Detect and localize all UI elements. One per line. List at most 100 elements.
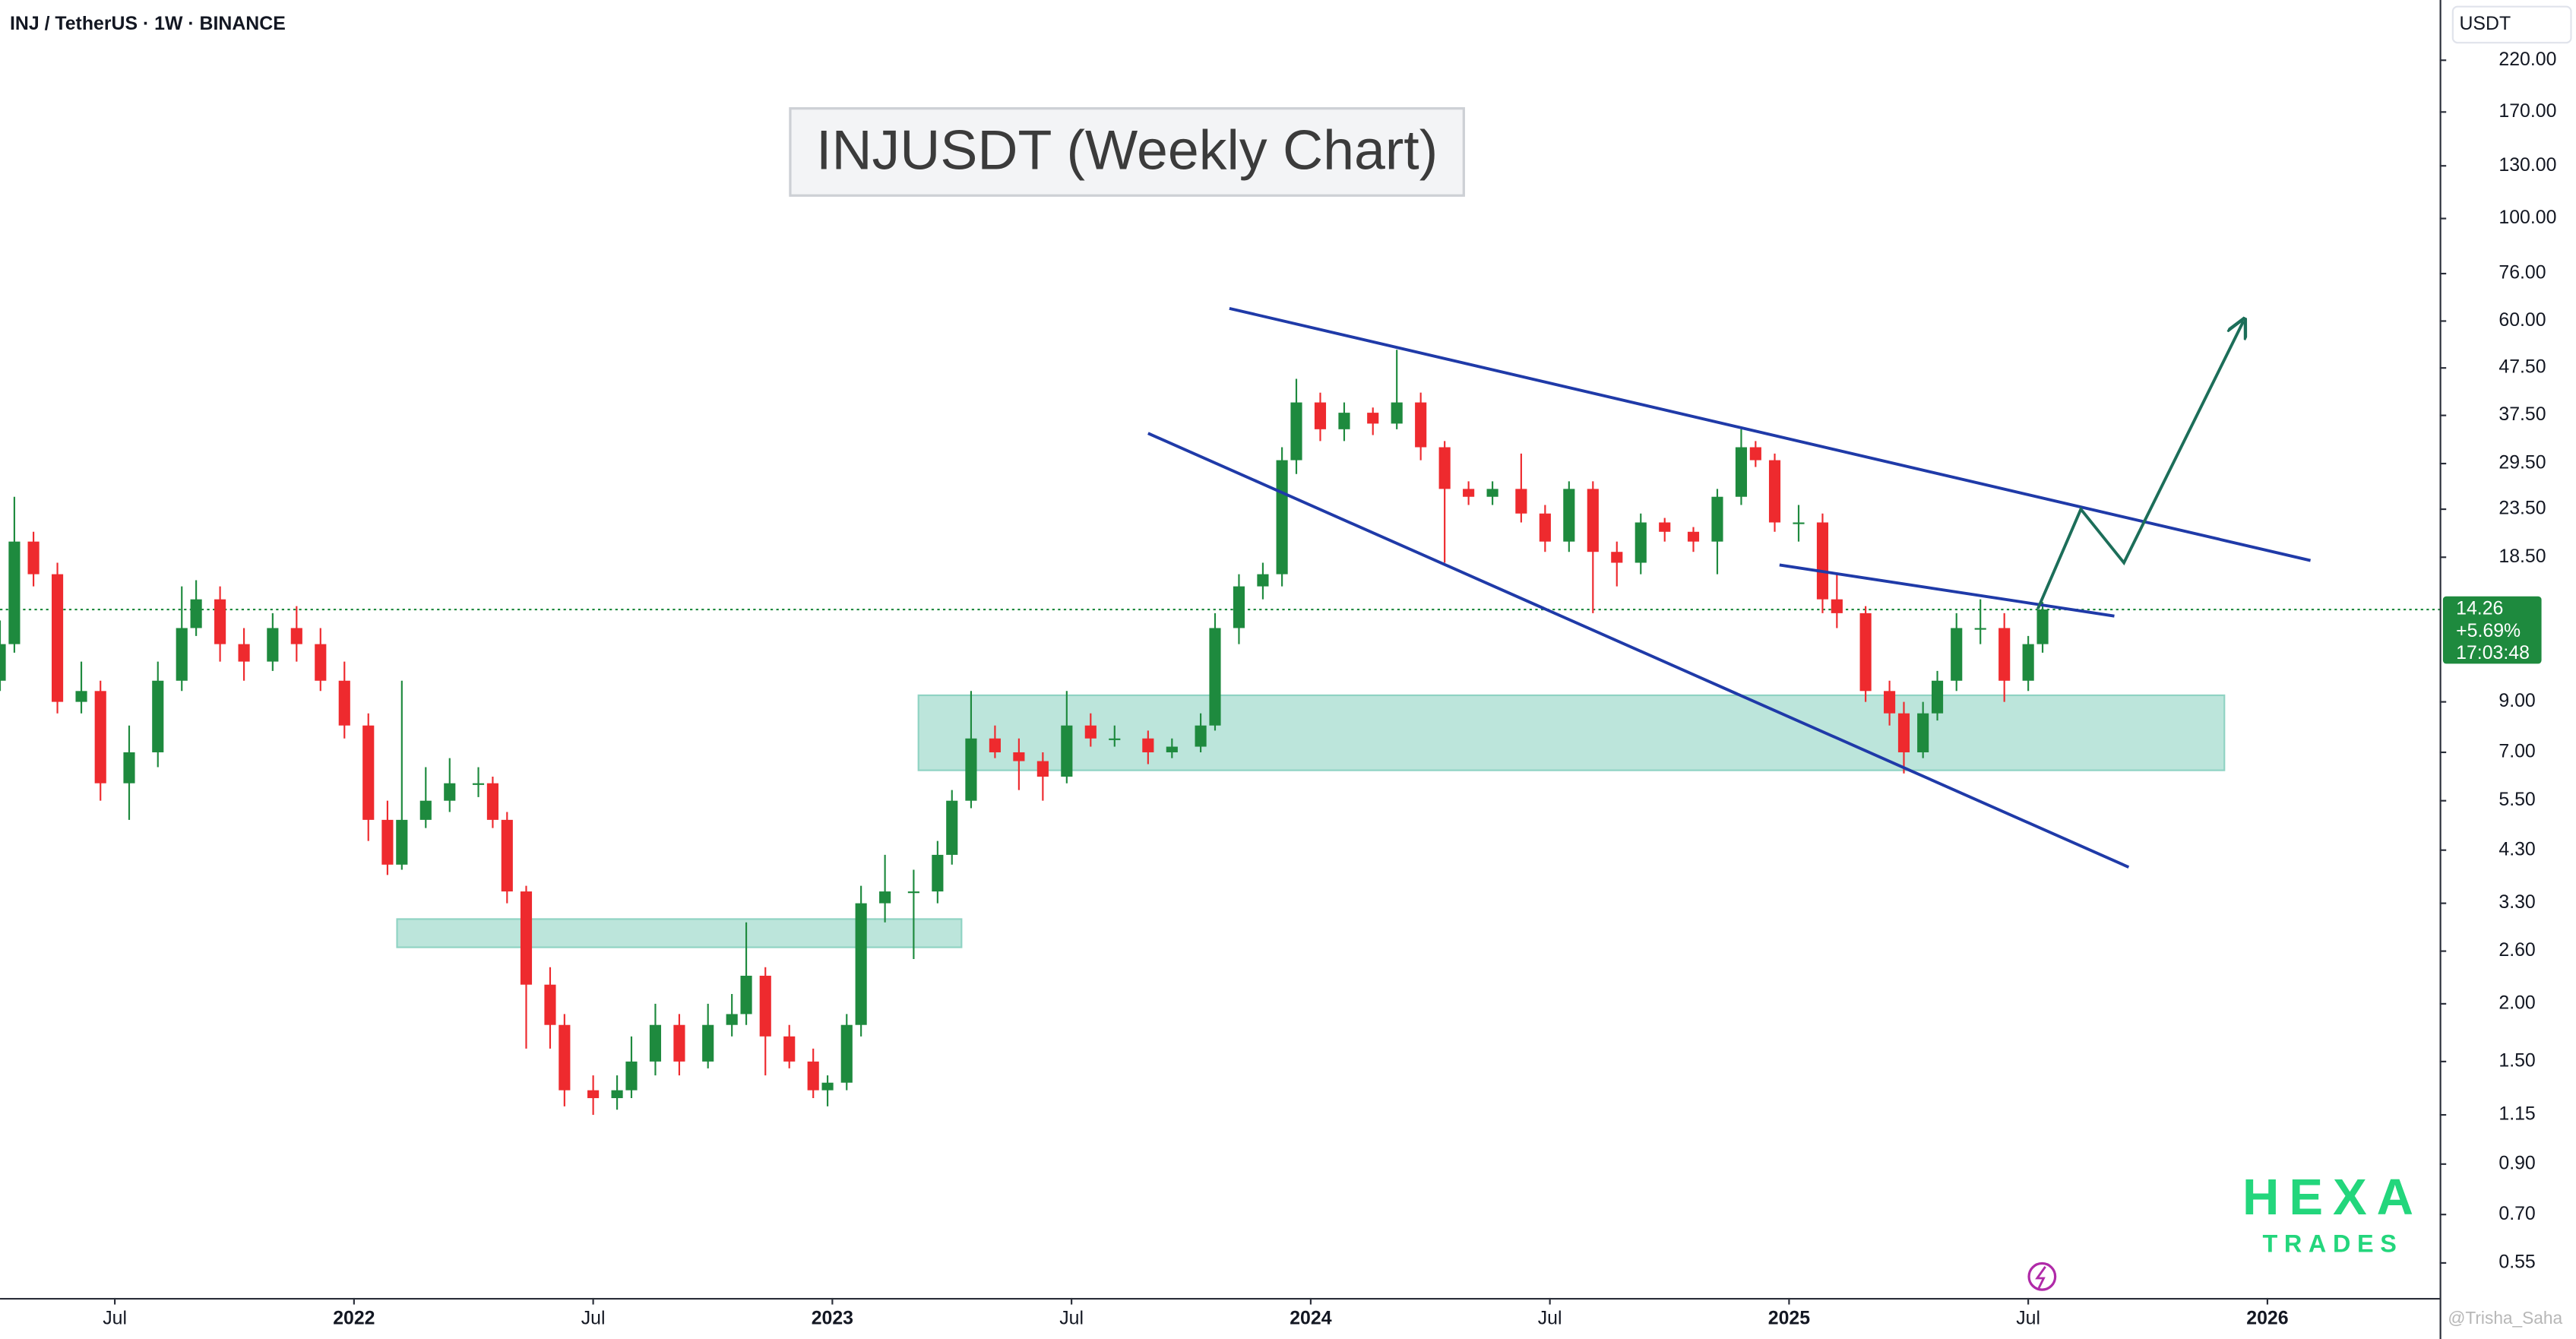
candle-body — [1438, 447, 1451, 489]
candle-body — [649, 1024, 662, 1062]
candle-body — [611, 1090, 623, 1099]
y-tick-label: 170.00 — [2498, 100, 2556, 122]
candle-body — [1816, 522, 1829, 600]
candle-body — [783, 1036, 796, 1062]
price-tag-label: 14.26 — [2456, 598, 2503, 619]
candle-body — [1391, 402, 1403, 424]
candle-body — [907, 891, 919, 894]
title-box — [789, 107, 1465, 197]
candle-body — [1917, 713, 1929, 752]
replay-icon-bolt — [2035, 1266, 2046, 1289]
y-tick-label: 47.50 — [2498, 356, 2546, 378]
candle-body — [1061, 725, 1073, 777]
candle-body — [123, 752, 135, 783]
candle-body — [190, 599, 202, 628]
candle-body — [444, 783, 456, 801]
candle-body — [625, 1061, 638, 1091]
y-tick-label: 3.30 — [2498, 891, 2535, 913]
candle-body — [1793, 522, 1805, 524]
candle-body — [759, 975, 771, 1037]
trendline — [1229, 306, 2312, 562]
candle-body — [587, 1090, 600, 1099]
y-tick-label: 220.00 — [2498, 49, 2556, 70]
projection-arrow — [2036, 321, 2244, 610]
candle-body — [1486, 489, 1498, 497]
candle-body — [290, 628, 302, 644]
candle-body — [1415, 402, 1427, 448]
candle-body — [1974, 628, 1986, 630]
candle-body — [362, 725, 375, 820]
candle-body — [1768, 460, 1781, 523]
candle-body — [472, 783, 485, 785]
y-tick-label: 0.55 — [2498, 1251, 2535, 1272]
candle-body — [214, 599, 226, 644]
candle-body — [1036, 761, 1049, 777]
candle-body — [1711, 496, 1723, 542]
support-zone — [917, 694, 2226, 771]
candle-body — [544, 984, 556, 1025]
x-tick-label: Jul — [1538, 1308, 1562, 1329]
watermark: @Trisha_Saha — [2448, 1308, 2562, 1328]
y-tick-label: 29.50 — [2498, 452, 2546, 473]
candle-body — [1314, 402, 1327, 429]
x-tick-label: Jul — [1059, 1308, 1084, 1329]
x-tick-label: Jul — [103, 1308, 127, 1329]
y-tick-label: 0.90 — [2498, 1152, 2535, 1173]
candle-body — [381, 819, 394, 865]
candle-body — [1831, 599, 1843, 613]
candle-body — [1931, 680, 1944, 714]
x-tick-label: 2025 — [1768, 1308, 1810, 1329]
candle-body — [1367, 413, 1379, 424]
candle-body — [1276, 460, 1288, 575]
candle-body — [1109, 738, 1121, 740]
candle-body — [946, 800, 958, 855]
candle-body — [1659, 522, 1671, 532]
candle-body — [1859, 613, 1872, 692]
candle-body — [520, 891, 533, 985]
candle-body — [419, 800, 432, 820]
replay-icon[interactable] — [2027, 1261, 2057, 1291]
candle-body — [8, 541, 21, 644]
y-tick-label: 9.00 — [2498, 690, 2535, 711]
candle-body — [1687, 531, 1700, 542]
candle-body — [396, 819, 408, 865]
x-tick-label: Jul — [2016, 1308, 2040, 1329]
candle-body — [1735, 447, 1748, 497]
candle-body — [932, 854, 944, 892]
candle-body — [989, 738, 1001, 752]
candle-body — [702, 1024, 714, 1062]
candle-body — [855, 903, 867, 1025]
brand-tagline: TRADES — [2262, 1230, 2403, 1257]
y-tick-label: 23.50 — [2498, 498, 2546, 519]
candle-body — [1338, 413, 1350, 429]
y-tick-label: 76.00 — [2498, 262, 2546, 283]
candle-body — [1587, 489, 1599, 552]
support-zone — [396, 918, 963, 948]
y-tick-label: 5.50 — [2498, 789, 2535, 810]
candle-body — [27, 541, 40, 575]
y-axis-unit: USDT — [2459, 13, 2511, 34]
candle-body — [51, 574, 64, 702]
candle-body — [486, 783, 498, 820]
candle-body — [315, 644, 327, 681]
chart-title: INJUSDT (Weekly Chart) — [816, 119, 1438, 182]
price-tag-countdown: 17:03:48 — [2456, 642, 2530, 663]
plot-area — [0, 306, 2440, 1116]
x-tick-label: 2022 — [333, 1308, 375, 1329]
trendline — [1779, 563, 2115, 618]
candle-body — [965, 738, 977, 801]
y-tick-label: 1.50 — [2498, 1049, 2535, 1071]
y-tick-label: 7.00 — [2498, 741, 2535, 762]
y-tick-label: 18.50 — [2498, 546, 2546, 567]
price-tag — [2442, 596, 2542, 664]
candle-body — [1635, 522, 1647, 563]
trendline — [1147, 432, 2130, 869]
candle-body — [879, 891, 891, 904]
candle-body — [1515, 489, 1527, 514]
candle-body — [1951, 628, 1963, 681]
candle-body — [740, 975, 752, 1015]
candle-body — [267, 628, 279, 662]
